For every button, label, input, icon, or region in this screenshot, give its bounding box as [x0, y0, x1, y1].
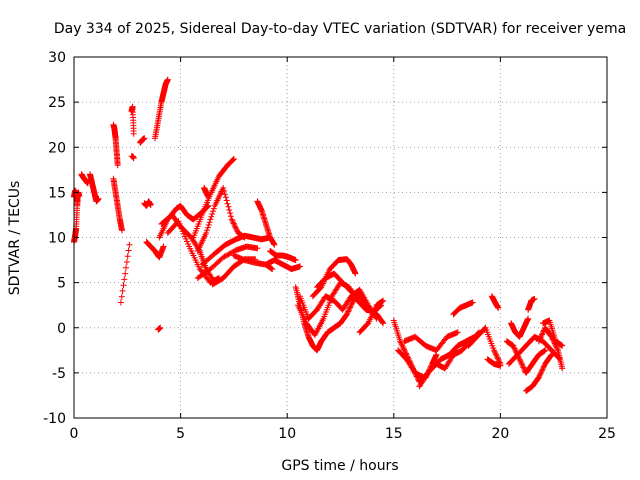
y-tick-label: 0 [57, 321, 66, 337]
axis-ticks: 0 5 10 15 20 25 -10 -5 0 5 10 15 20 25 30 [43, 50, 616, 442]
y-tick-label: 15 [48, 185, 66, 201]
x-tick-label: 10 [278, 426, 296, 442]
x-tick-label: 5 [176, 426, 185, 442]
y-tick-label: 25 [48, 95, 66, 111]
y-tick-label: -5 [52, 366, 66, 382]
chart-title: Day 334 of 2025, Sidereal Day-to-day VTE… [54, 21, 626, 37]
y-tick-label: 20 [48, 140, 66, 156]
y-tick-label: 10 [48, 231, 66, 247]
y-tick-label: -10 [43, 411, 66, 427]
y-tick-label: 30 [48, 50, 66, 66]
x-tick-label: 20 [491, 426, 509, 442]
grid-lines [74, 57, 607, 418]
y-tick-label: 5 [57, 276, 66, 292]
x-tick-label: 0 [70, 426, 79, 442]
x-tick-label: 15 [385, 426, 403, 442]
x-tick-label: 25 [598, 426, 616, 442]
x-axis-title: GPS time / hours [281, 458, 398, 474]
y-axis-title: SDTVAR / TECUs [7, 181, 23, 296]
